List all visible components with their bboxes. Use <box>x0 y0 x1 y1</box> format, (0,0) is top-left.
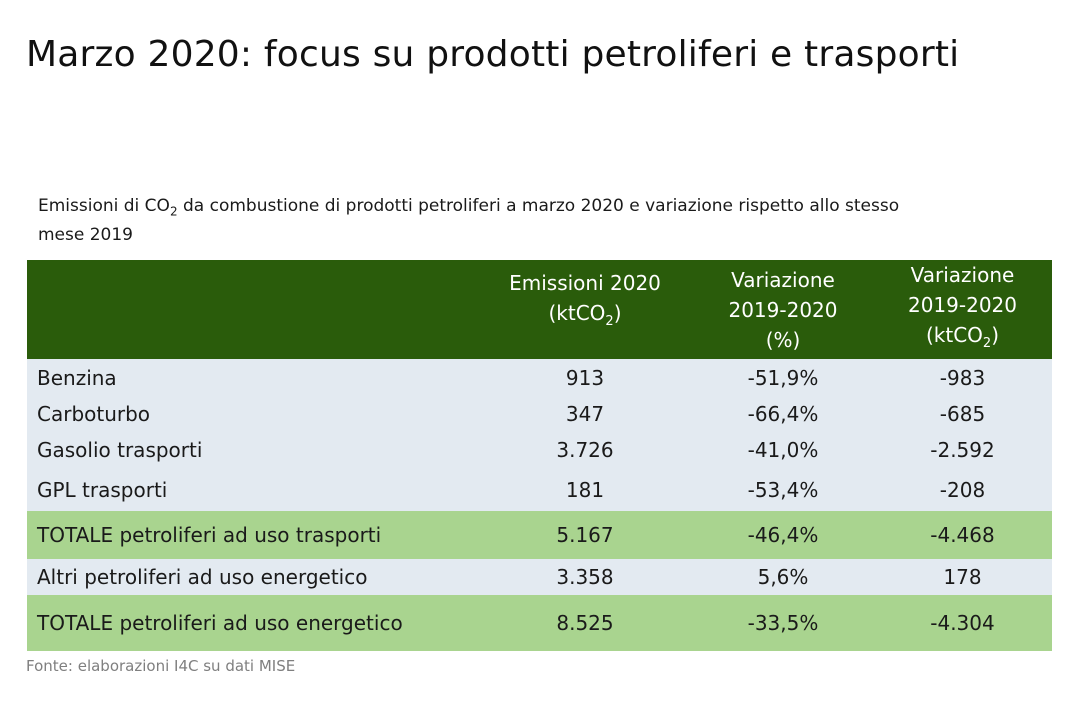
header-variation-kt: Variazione 2019-2020 (ktCO2) <box>873 260 1052 359</box>
header-text: 2019-2020 <box>907 293 1017 317</box>
table-row: GPL trasporti 181 -53,4% -208 <box>27 468 1052 511</box>
header-text: Emissioni 2020 <box>509 271 661 295</box>
row-label: GPL trasporti <box>27 468 477 511</box>
row-label: TOTALE petroliferi ad uso energetico <box>27 595 477 651</box>
header-label <box>27 260 477 359</box>
table-header-row: Emissioni 2020 (ktCO2) Variazione 2019-2… <box>27 260 1052 359</box>
header-text: Variazione <box>731 267 835 292</box>
row-variation-kt: -208 <box>873 468 1052 511</box>
table-row: Gasolio trasporti 3.726 -41,0% -2.592 <box>27 432 1052 468</box>
header-variation-pct: Variazione 2019-2020 (%) <box>693 260 873 359</box>
row-variation-kt: -2.592 <box>873 432 1052 468</box>
row-variation-kt: -4.304 <box>873 595 1052 651</box>
row-variation-pct: -66,4% <box>693 396 873 432</box>
row-emissions: 8.525 <box>477 595 693 651</box>
row-label: TOTALE petroliferi ad uso trasporti <box>27 511 477 559</box>
header-text: ) <box>991 323 1000 347</box>
header-text: ) <box>613 301 622 325</box>
row-variation-pct: -41,0% <box>693 432 873 468</box>
source-note: Fonte: elaborazioni I4C su dati MISE <box>26 657 296 675</box>
header-text: 2019-2020 <box>728 297 838 322</box>
row-emissions: 181 <box>477 468 693 511</box>
row-variation-kt: -4.468 <box>873 511 1052 559</box>
caption-subscript: 2 <box>169 204 178 219</box>
header-subscript: 2 <box>982 336 992 351</box>
row-variation-pct: -51,9% <box>693 359 873 396</box>
row-emissions: 3.358 <box>477 559 693 595</box>
row-emissions: 3.726 <box>477 432 693 468</box>
table-caption: Emissioni di CO2 da combustione di prodo… <box>38 194 1028 247</box>
page-title: Marzo 2020: focus su prodotti petrolifer… <box>26 34 960 75</box>
row-variation-pct: -46,4% <box>693 511 873 559</box>
row-variation-pct: -53,4% <box>693 468 873 511</box>
row-emissions: 5.167 <box>477 511 693 559</box>
row-variation-pct: -33,5% <box>693 595 873 651</box>
header-emissions: Emissioni 2020 (ktCO2) <box>477 260 693 359</box>
header-subscript: 2 <box>605 314 614 329</box>
row-variation-kt: -685 <box>873 396 1052 432</box>
header-text: (%) <box>765 327 801 352</box>
row-variation-kt: 178 <box>873 559 1052 595</box>
row-variation-pct: 5,6% <box>693 559 873 595</box>
row-variation-kt: -983 <box>873 359 1052 396</box>
row-emissions: 913 <box>477 359 693 396</box>
header-text: (ktCO <box>925 323 983 347</box>
table-row-total: TOTALE petroliferi ad uso trasporti 5.16… <box>27 511 1052 559</box>
table-row: Carboturbo 347 -66,4% -685 <box>27 396 1052 432</box>
table-row: Benzina 913 -51,9% -983 <box>27 359 1052 396</box>
table-row: Altri petroliferi ad uso energetico 3.35… <box>27 559 1052 595</box>
caption-text: Emissioni di CO <box>38 196 170 216</box>
table-row-total: TOTALE petroliferi ad uso energetico 8.5… <box>27 595 1052 651</box>
caption-text: mese 2019 <box>38 225 134 246</box>
header-text: (ktCO <box>548 301 606 325</box>
header-text: Variazione <box>910 263 1015 287</box>
emissions-table: Emissioni 2020 (ktCO2) Variazione 2019-2… <box>27 260 1052 651</box>
row-label: Benzina <box>27 359 477 396</box>
row-label: Altri petroliferi ad uso energetico <box>27 559 477 595</box>
row-label: Carboturbo <box>27 396 477 432</box>
row-emissions: 347 <box>477 396 693 432</box>
caption-text: da combustione di prodotti petroliferi a… <box>177 196 900 216</box>
row-label: Gasolio trasporti <box>27 432 477 468</box>
